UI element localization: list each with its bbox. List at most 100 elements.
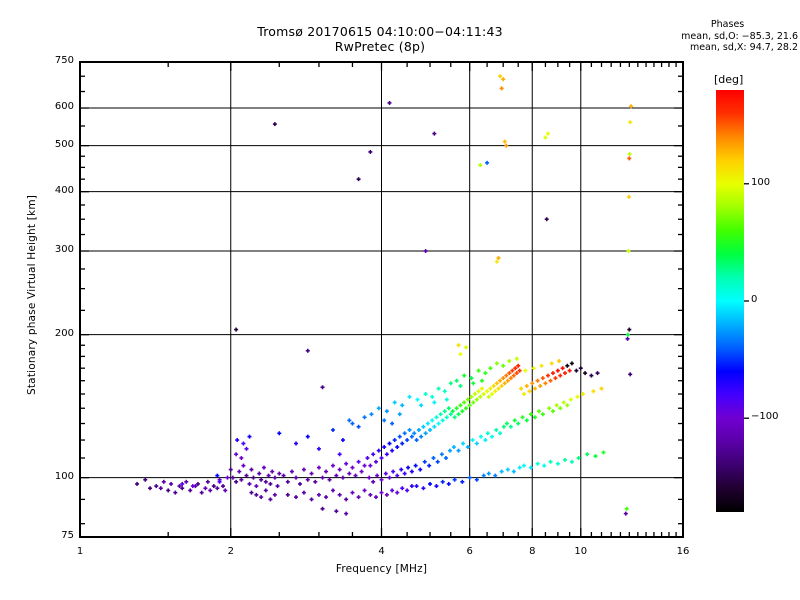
colorbar-ticks <box>744 183 749 419</box>
scatter-marker <box>195 481 200 486</box>
scatter-marker <box>294 475 299 480</box>
scatter-marker <box>414 438 419 443</box>
scatter-marker <box>294 495 299 500</box>
scatter-marker <box>446 481 451 486</box>
scatter-marker <box>418 467 423 472</box>
scatter-marker <box>625 336 630 341</box>
scatter-marker <box>334 473 339 478</box>
scatter-marker <box>330 427 335 432</box>
scatter-marker <box>368 492 373 497</box>
scatter-marker <box>272 492 277 497</box>
scatter-marker <box>444 415 449 420</box>
scatter-marker <box>517 368 522 373</box>
scatter-marker <box>569 361 574 366</box>
scatter-marker <box>362 415 367 420</box>
scatter-marker <box>268 497 273 502</box>
scatter-marker <box>575 394 580 399</box>
scatter-marker <box>550 409 555 414</box>
scatter-marker <box>430 394 435 399</box>
x-tick-label: 2 <box>227 546 234 557</box>
scatter-marker <box>379 455 384 460</box>
scatter-marker <box>567 368 572 373</box>
colorbar-tick-label: −100 <box>751 411 779 423</box>
scatter-marker <box>395 490 400 495</box>
scatter-marker <box>158 486 163 491</box>
scatter-marker <box>628 120 633 125</box>
scatter-marker <box>465 397 470 402</box>
scatter-marker <box>557 359 562 364</box>
scatter-marker <box>161 479 166 484</box>
scatter-marker <box>474 477 479 482</box>
scatter-marker <box>501 77 506 82</box>
scatter-marker <box>173 490 178 495</box>
scatter-marker <box>469 376 474 381</box>
scatter-marker <box>423 431 428 436</box>
y-tick-label: 750 <box>54 55 74 66</box>
scatter-marker <box>400 403 405 408</box>
scatter-marker <box>498 431 503 436</box>
scatter-marker <box>205 479 210 484</box>
scatter-marker <box>544 217 549 222</box>
chart-title: Tromsø 20170615 04:10:00−04:11:43 RwPret… <box>0 24 760 54</box>
scatter-marker <box>350 490 355 495</box>
scatter-marker <box>211 484 216 489</box>
scatter-marker <box>501 363 506 368</box>
scatter-marker <box>384 409 389 414</box>
scatter-marker <box>320 475 325 480</box>
scatter-marker <box>413 463 418 468</box>
scatter-marker <box>626 194 631 199</box>
scatter-marker <box>409 434 414 439</box>
scatter-marker <box>376 448 381 453</box>
scatter-marker <box>558 373 563 378</box>
scatter-marker <box>423 249 428 254</box>
scatter-marker <box>461 441 466 446</box>
scatter-marker <box>353 473 358 478</box>
scatter-marker <box>554 403 559 408</box>
scatter-marker <box>390 421 395 426</box>
scatter-marker <box>436 421 441 426</box>
scatter-marker <box>547 406 552 411</box>
scatter-marker <box>512 418 517 423</box>
scatter-marker <box>324 495 329 500</box>
scatter-marker <box>272 475 277 480</box>
scatter-marker <box>517 465 522 470</box>
y-tick-label: 300 <box>54 244 74 256</box>
scatter-marker <box>188 488 193 493</box>
scatter-marker <box>491 383 496 388</box>
scatter-marker <box>576 455 581 460</box>
scatter-marker <box>452 415 457 420</box>
scatter-marker <box>561 400 566 405</box>
scatter-marker <box>298 481 303 486</box>
stats-heading: Phases <box>710 19 745 30</box>
scatter-marker <box>337 492 342 497</box>
scatter-marker <box>407 394 412 399</box>
scatter-marker <box>474 397 479 402</box>
scatter-marker <box>504 421 509 426</box>
scatter-marker <box>239 455 244 460</box>
scatter-marker <box>379 490 384 495</box>
scatter-marker <box>344 511 349 516</box>
scatter-marker <box>493 389 498 394</box>
scatter-marker <box>499 86 504 91</box>
scatter-marker <box>347 471 352 476</box>
scatter-marker <box>446 406 451 411</box>
scatter-marker <box>542 463 547 468</box>
scatter-marker <box>629 104 634 109</box>
scatter-marker <box>305 477 310 482</box>
scatter-marker <box>356 459 361 464</box>
scatter-marker <box>483 371 488 376</box>
scatter-marker <box>419 434 424 439</box>
scatter-marker <box>543 135 548 140</box>
title-line-1: Tromsø 20170615 04:10:00−04:11:43 <box>257 24 503 39</box>
scatter-marker <box>448 381 453 386</box>
scatter-marker <box>350 421 355 426</box>
scatter-marker <box>535 461 540 466</box>
scatter-marker <box>395 445 400 450</box>
scatter-marker <box>578 366 583 371</box>
scatter-marker <box>442 389 447 394</box>
scatter-marker <box>400 486 405 491</box>
scatter-marker <box>625 332 630 337</box>
scatter-marker <box>599 386 604 391</box>
scatter-marker <box>502 139 507 144</box>
scatter-marker <box>268 481 273 486</box>
